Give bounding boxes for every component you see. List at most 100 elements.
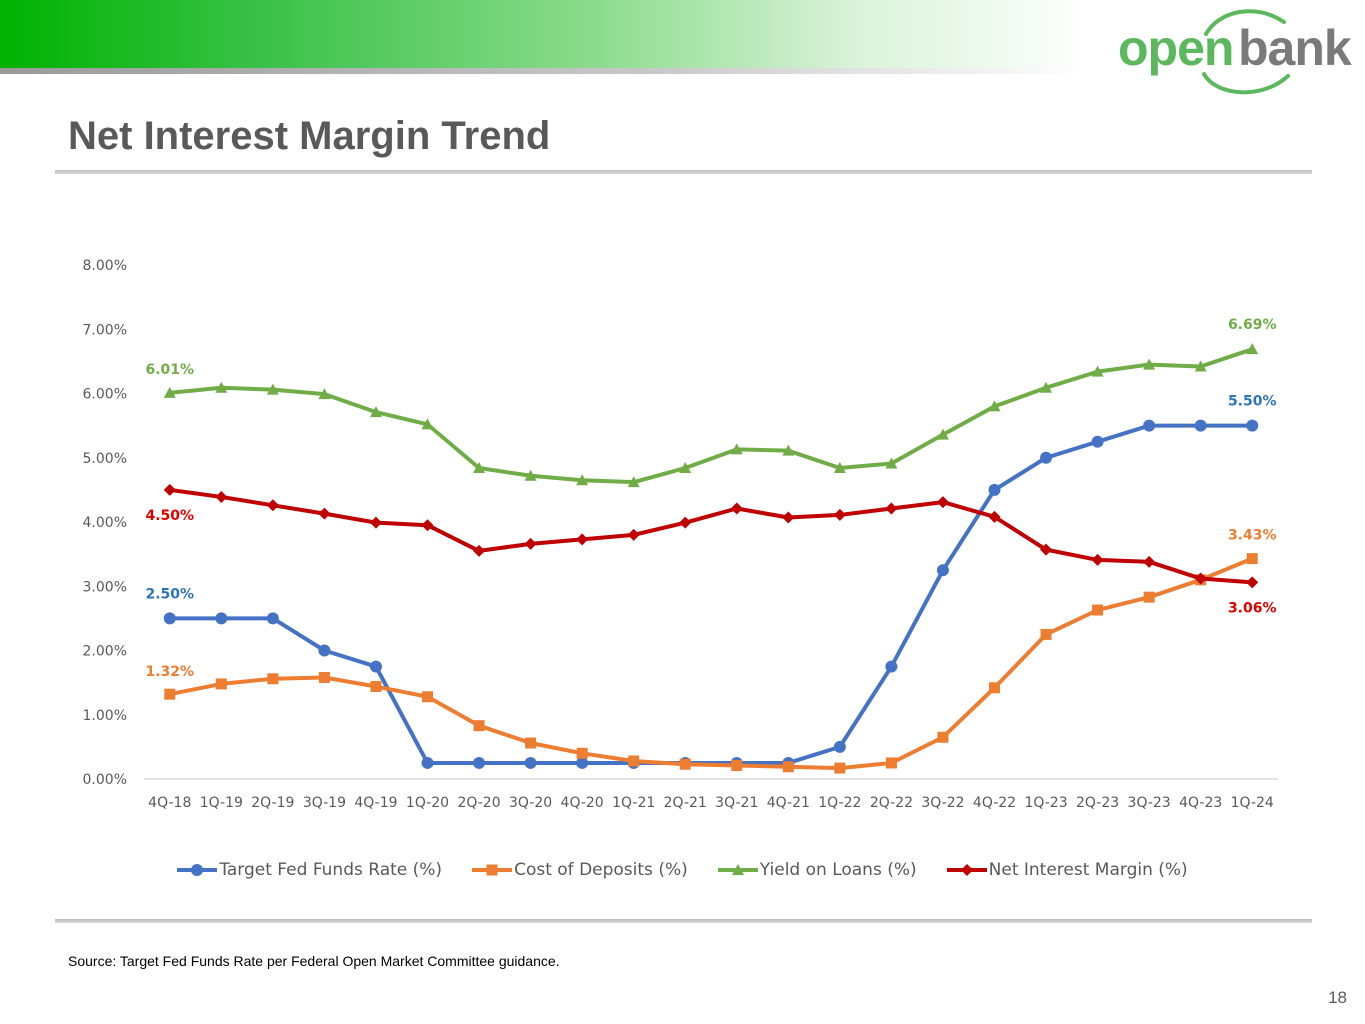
data-point — [1040, 381, 1053, 393]
data-point — [318, 507, 331, 520]
data-point — [163, 483, 176, 496]
data-point — [988, 510, 1001, 523]
data-point — [163, 386, 176, 398]
x-tick-label: 2Q-23 — [1076, 795, 1119, 811]
data-point — [576, 756, 589, 769]
data-point — [936, 496, 949, 509]
data-point — [215, 490, 228, 503]
data-label: 6.69% — [1228, 317, 1277, 333]
x-tick-label: 1Q-22 — [818, 795, 861, 811]
x-tick-label: 1Q-19 — [200, 795, 243, 811]
legend-item: Yield on Loans (%) — [717, 860, 917, 880]
data-point — [679, 758, 691, 770]
legend-marker-icon — [177, 864, 218, 876]
x-tick-label: 2Q-19 — [251, 795, 294, 811]
y-tick-label: 7.00% — [83, 322, 127, 338]
data-point — [576, 747, 588, 759]
data-point — [782, 761, 794, 773]
data-point — [730, 502, 743, 515]
data-point — [318, 644, 331, 657]
data-point — [163, 612, 176, 625]
data-point — [937, 731, 949, 743]
data-point — [525, 737, 537, 749]
legend-marker-icon — [946, 864, 987, 876]
data-point — [369, 660, 382, 673]
y-tick-label: 3.00% — [83, 579, 127, 595]
data-point — [266, 383, 279, 395]
data-point — [1143, 419, 1156, 432]
data-point — [885, 502, 898, 515]
data-point — [1143, 358, 1156, 370]
data-point — [576, 533, 589, 546]
data-point — [524, 537, 537, 550]
data-label: 5.50% — [1228, 394, 1277, 410]
series-line-0 — [167, 423, 1255, 765]
data-label: 1.32% — [145, 664, 194, 680]
x-tick-label: 1Q-21 — [612, 795, 655, 811]
data-label: 3.06% — [1228, 600, 1277, 616]
page-title: Net Interest Margin Trend — [68, 114, 551, 158]
data-point — [833, 508, 846, 521]
data-point — [1091, 435, 1104, 448]
data-label: 6.01% — [145, 362, 194, 378]
data-point — [1091, 553, 1104, 566]
legend-label: Yield on Loans (%) — [759, 860, 917, 880]
page-number: 18 — [1328, 988, 1347, 1007]
header-band-shadow — [0, 68, 1090, 74]
data-point — [988, 400, 1001, 412]
x-tick-label: 2Q-21 — [664, 795, 707, 811]
y-tick-label: 6.00% — [83, 387, 127, 403]
data-point — [473, 462, 486, 474]
logo-word-bank: bank — [1238, 20, 1352, 76]
x-tick-label: 3Q-19 — [303, 795, 346, 811]
data-point — [1194, 572, 1207, 585]
y-tick-label: 5.00% — [83, 451, 127, 467]
x-tick-label: 4Q-19 — [354, 795, 397, 811]
data-point — [473, 720, 485, 732]
data-point — [679, 462, 692, 474]
data-point — [885, 757, 897, 769]
data-point — [1040, 451, 1053, 464]
data-point — [1194, 360, 1207, 372]
data-point — [782, 444, 795, 456]
data-point — [421, 519, 434, 532]
legend-marker-icon — [472, 864, 513, 876]
y-tick-label: 0.00% — [83, 772, 127, 788]
data-point — [833, 740, 846, 753]
data-label: 3.43% — [1228, 528, 1277, 544]
footer-divider — [55, 919, 1312, 923]
x-tick-label: 3Q-20 — [509, 795, 552, 811]
legend-label: Target Fed Funds Rate (%) — [219, 860, 443, 880]
data-point — [164, 688, 176, 700]
legend-marker-icon — [717, 864, 758, 875]
y-tick-label: 8.00% — [83, 258, 127, 274]
series-line-3 — [167, 487, 1255, 585]
data-point — [1246, 576, 1259, 589]
data-point — [266, 612, 279, 625]
data-point — [267, 673, 279, 685]
data-point — [473, 544, 486, 557]
data-point — [1092, 604, 1104, 616]
x-tick-label: 3Q-23 — [1128, 795, 1171, 811]
source-note: Source: Target Fed Funds Rate per Federa… — [68, 953, 560, 969]
data-point — [524, 469, 537, 481]
data-label: 4.50% — [145, 508, 194, 524]
data-point — [1246, 343, 1259, 355]
x-tick-label: 2Q-20 — [457, 795, 500, 811]
data-point — [885, 660, 898, 673]
x-tick-label: 4Q-18 — [148, 795, 191, 811]
data-point — [989, 682, 1000, 694]
x-tick-label: 3Q-22 — [921, 795, 964, 811]
data-point — [473, 756, 486, 769]
data-point — [782, 511, 795, 524]
series-line-2 — [167, 347, 1255, 485]
data-point — [266, 499, 279, 512]
logo-swoosh-icon — [1202, 9, 1290, 95]
x-tick-label: 4Q-22 — [973, 795, 1016, 811]
data-point — [628, 755, 640, 767]
title-divider — [55, 170, 1312, 174]
logo-word-open: open — [1118, 20, 1234, 76]
data-point — [215, 612, 228, 625]
data-point — [1040, 628, 1052, 640]
data-point — [215, 381, 228, 393]
